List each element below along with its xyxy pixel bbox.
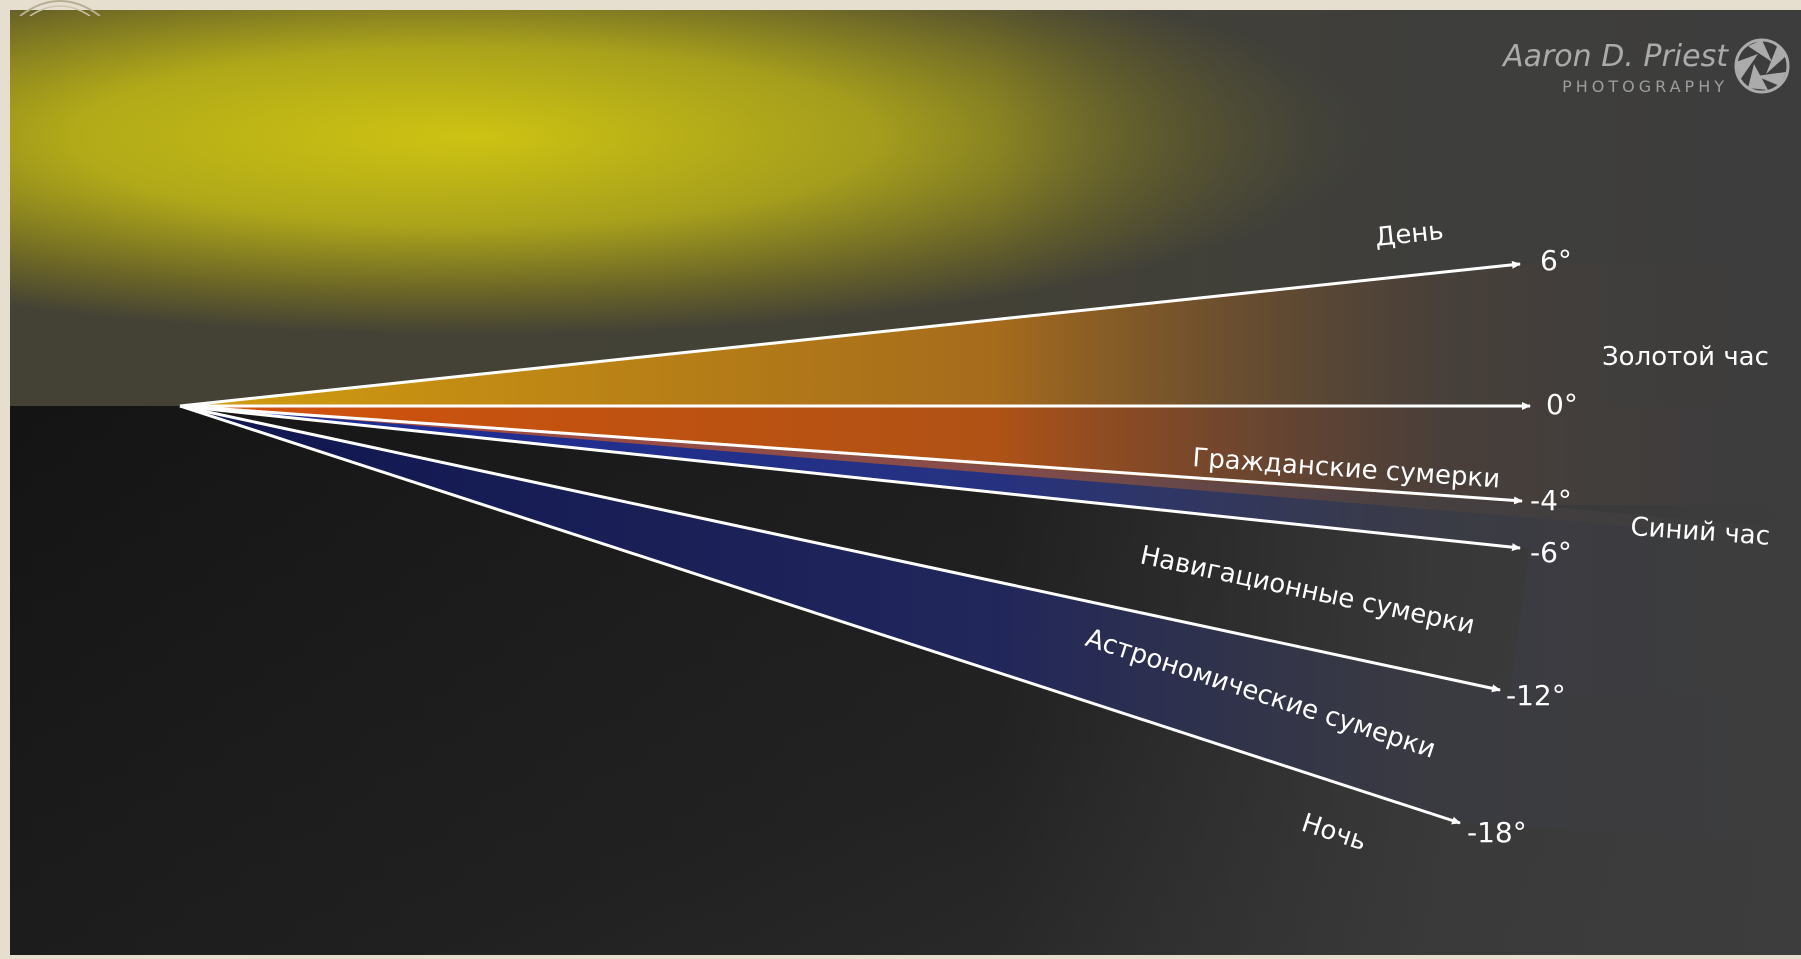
zone-label-day: День — [1374, 216, 1445, 253]
degree-label-0: 0° — [1546, 388, 1578, 421]
degree-label-minus-18: -18° — [1467, 816, 1527, 849]
degree-label-6: 6° — [1540, 244, 1572, 277]
line-minus-6-degrees — [179, 404, 1521, 552]
watermark-name: Aaron D. Priest — [1501, 39, 1729, 74]
degree-label-minus-6: -6° — [1530, 536, 1572, 569]
line-6-degrees — [179, 260, 1521, 408]
zone-label-golden-hour: Золотой час — [1602, 342, 1769, 372]
line-minus-4-degrees — [179, 404, 1523, 505]
degree-label-minus-12: -12° — [1506, 679, 1566, 712]
watermark-subtitle: PHOTOGRAPHY — [1562, 77, 1728, 96]
line-minus-12-degrees — [179, 404, 1501, 693]
watermark: Aaron D. Priest PHOTOGRAPHY — [1501, 38, 1790, 96]
line-minus-18-degrees — [179, 404, 1461, 825]
camera-aperture-icon — [1734, 38, 1790, 94]
frame-corner-decoration — [0, 0, 120, 16]
degree-label-minus-4: -4° — [1530, 484, 1572, 517]
